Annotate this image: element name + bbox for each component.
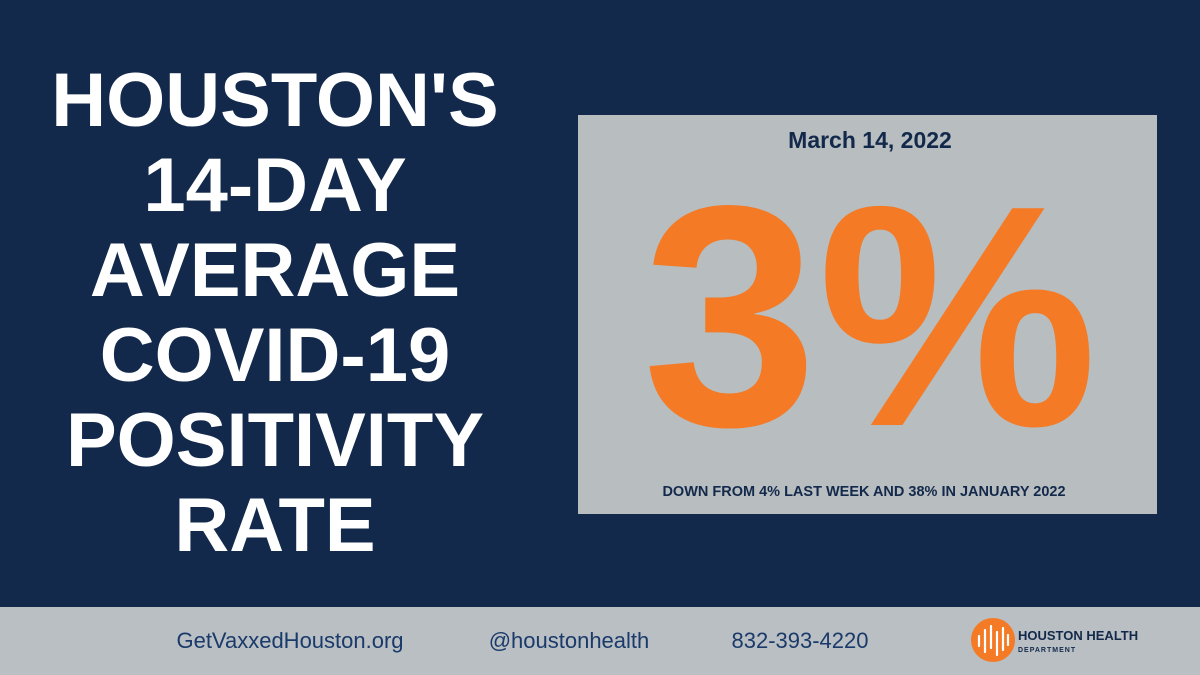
note: DOWN FROM 4% LAST WEEK AND 38% IN JANUAR… bbox=[662, 484, 1065, 500]
handle: @houstonhealth bbox=[489, 628, 650, 653]
logo-subtitle: DEPARTMENT bbox=[1018, 647, 1076, 654]
title-line: HOUSTON'S bbox=[51, 58, 498, 143]
logo-name: HOUSTON HEALTH bbox=[1018, 628, 1138, 643]
logo-icon bbox=[971, 618, 1015, 662]
title-line: 14-DAY bbox=[143, 143, 406, 228]
title-line: RATE bbox=[174, 483, 375, 568]
website: GetVaxxedHouston.org bbox=[176, 628, 403, 653]
panel bbox=[578, 115, 1157, 514]
title-line: COVID-19 bbox=[100, 313, 451, 398]
phone: 832-393-4220 bbox=[731, 628, 868, 653]
date: March 14, 2022 bbox=[788, 127, 952, 153]
positivity-value: 3% bbox=[642, 140, 1097, 492]
title: HOUSTON'S14-DAYAVERAGECOVID-19POSITIVITY… bbox=[51, 58, 498, 568]
title-line: AVERAGE bbox=[90, 228, 460, 313]
title-line: POSITIVITY bbox=[66, 398, 484, 483]
